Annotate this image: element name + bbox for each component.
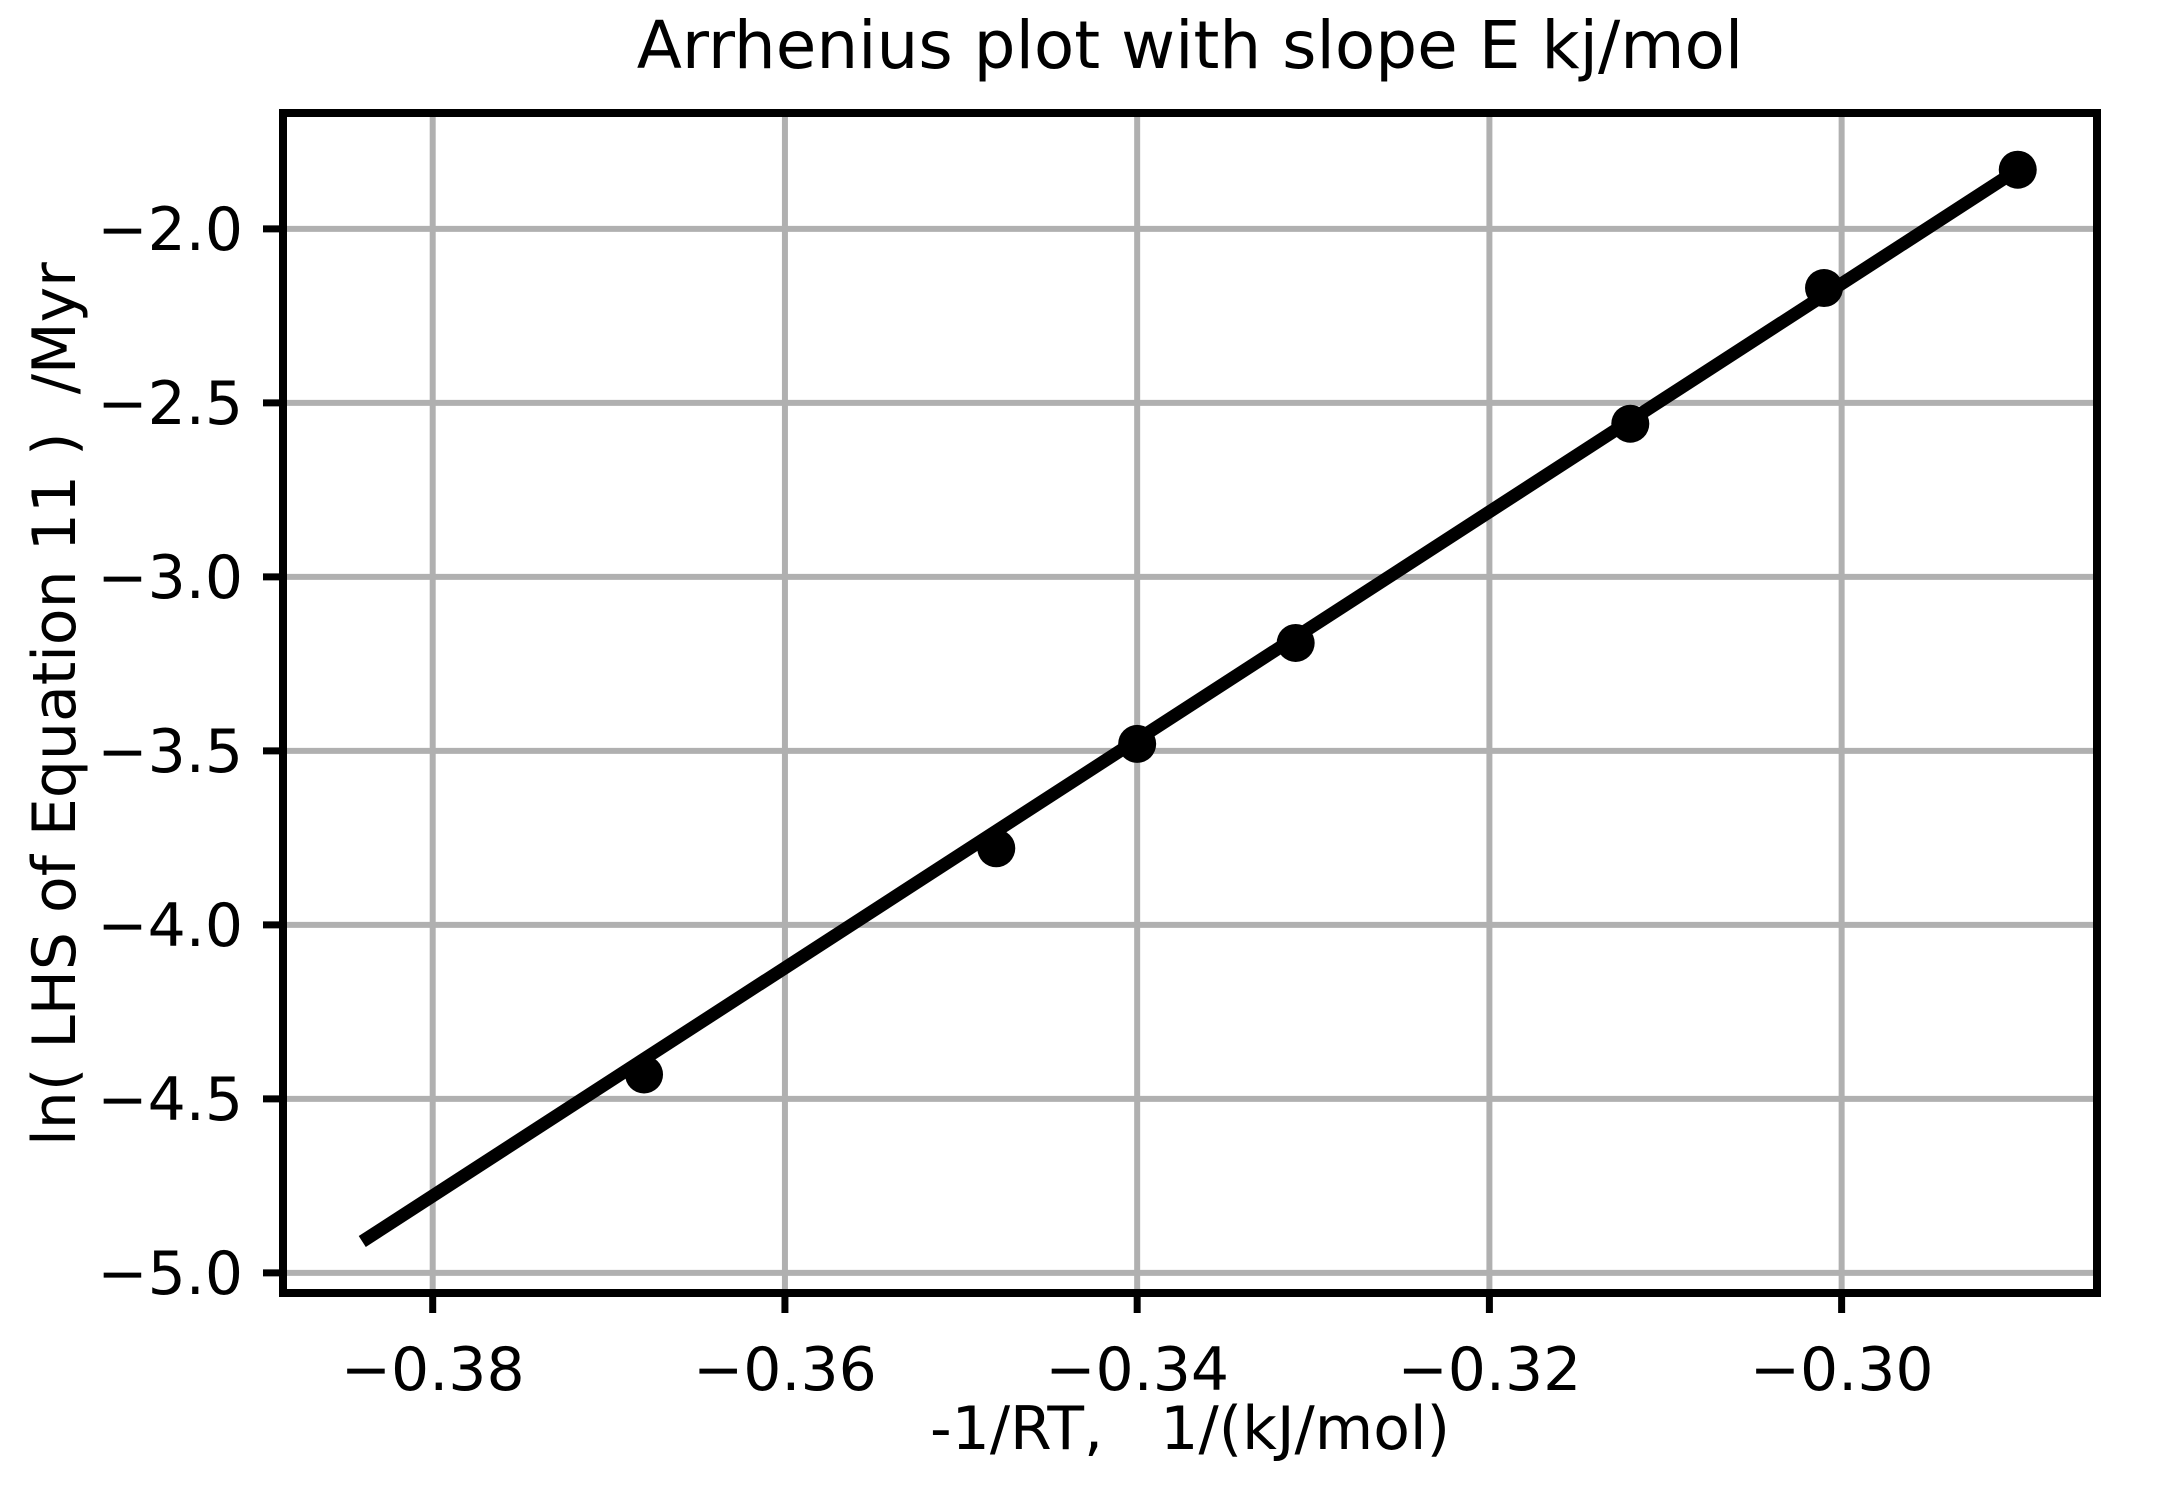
x-tick-label-2: −0.34 bbox=[1045, 1335, 1229, 1405]
data-point-1 bbox=[977, 829, 1016, 868]
chart-title: Arrhenius plot with slope E kj/mol bbox=[636, 7, 1744, 84]
x-tick-label-1: −0.36 bbox=[693, 1335, 877, 1405]
y-axis-label: ln( LHS of Equation 11 ) /Myr bbox=[20, 262, 90, 1146]
axes-frame bbox=[279, 109, 2101, 1297]
fit-line bbox=[358, 164, 2022, 1247]
x-axis-label: -1/RT, 1/(kJ/mol) bbox=[930, 1394, 1450, 1464]
y-tick-label-1: −2.5 bbox=[97, 369, 243, 439]
data-point-5 bbox=[1805, 269, 1844, 308]
data-point-0 bbox=[625, 1055, 664, 1094]
y-tick-label-5: −4.5 bbox=[97, 1065, 243, 1135]
y-tick-label-6: −5.0 bbox=[97, 1239, 243, 1309]
y-tick-label-0: −2.0 bbox=[97, 195, 243, 265]
data-point-3 bbox=[1276, 623, 1315, 662]
data-point-2 bbox=[1118, 724, 1157, 763]
x-tick-label-4: −0.30 bbox=[1750, 1335, 1934, 1405]
data-point-6 bbox=[1998, 150, 2037, 189]
y-tick-label-4: −4.0 bbox=[97, 891, 243, 961]
x-tick-label-0: −0.38 bbox=[341, 1335, 525, 1405]
x-tick-label-3: −0.32 bbox=[1397, 1335, 1581, 1405]
y-tick-label-3: −3.5 bbox=[97, 717, 243, 787]
data-point-4 bbox=[1611, 404, 1650, 443]
y-tick-label-2: −3.0 bbox=[97, 543, 243, 613]
